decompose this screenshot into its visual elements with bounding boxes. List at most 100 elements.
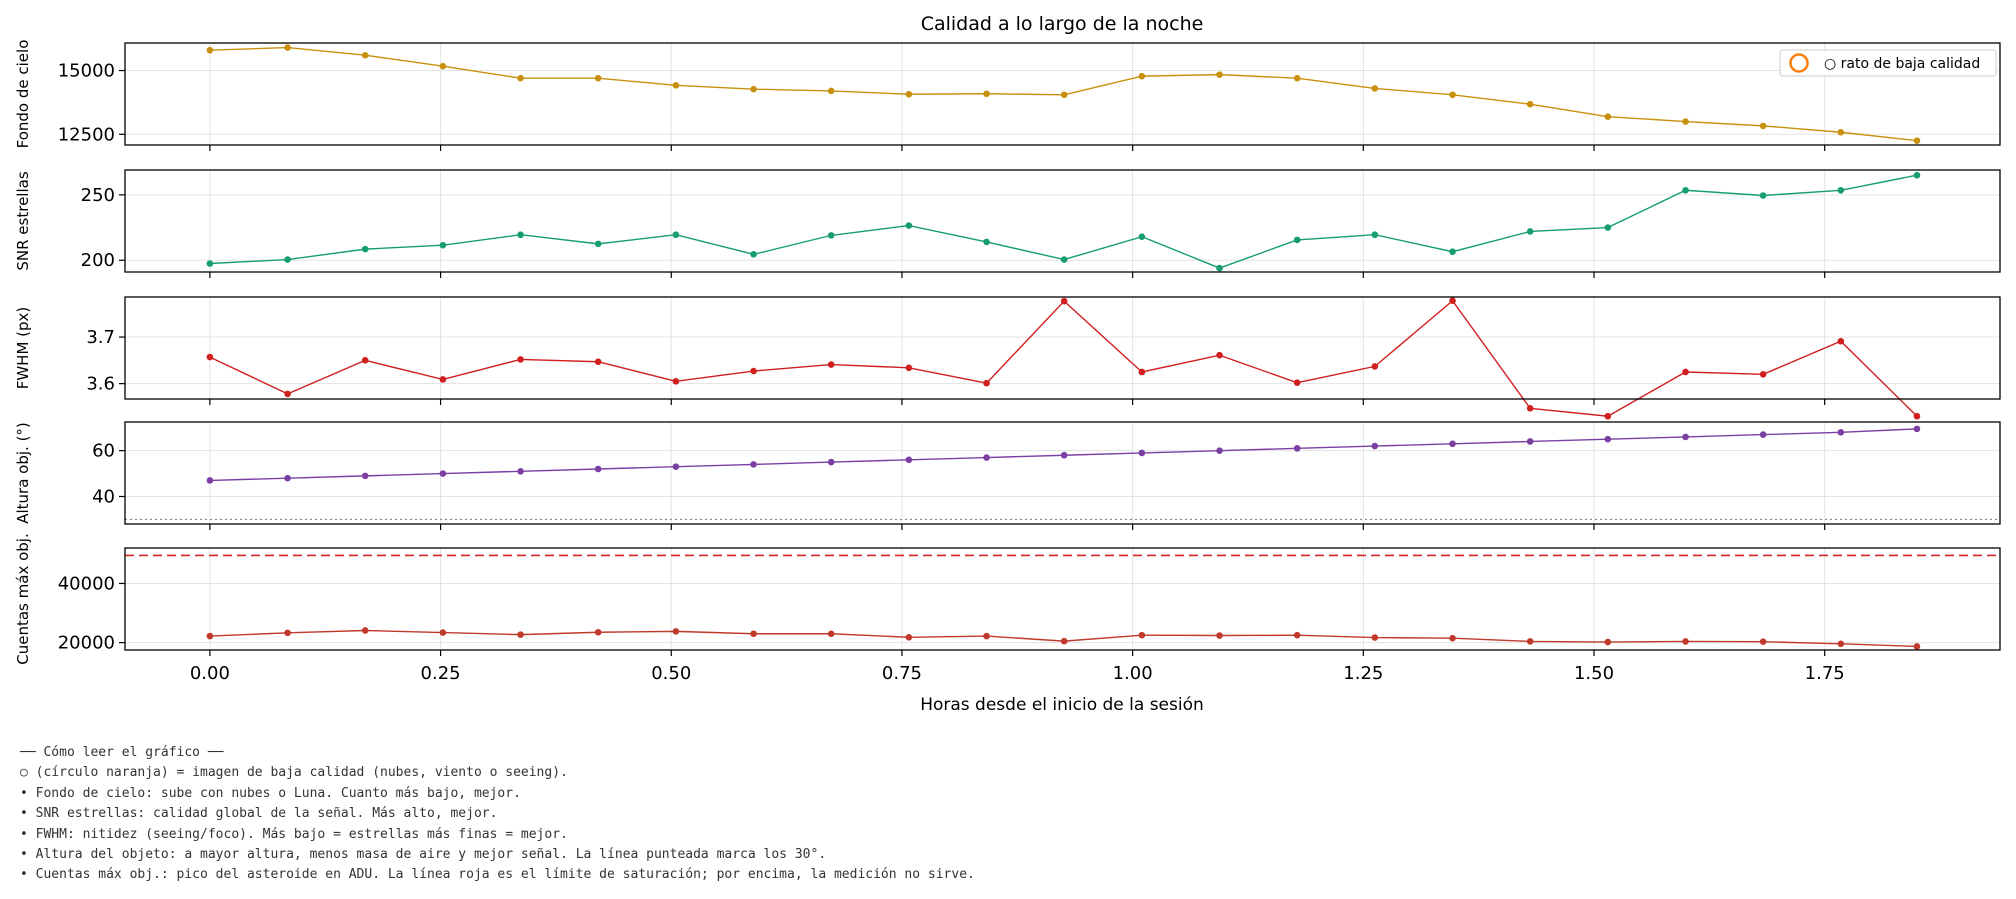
legend-label: ○ rato de baja calidad xyxy=(1824,56,1980,72)
data-point-fwhm-6 xyxy=(672,378,680,385)
data-point-fwhm-0 xyxy=(206,353,214,361)
data-point-altura-13 xyxy=(1216,447,1223,454)
data-point-cuentas-8 xyxy=(827,630,835,638)
x-tick-label-5: 1.25 xyxy=(1343,663,1383,684)
panel-frame-snr xyxy=(124,169,2001,273)
data-point-altura-15 xyxy=(1371,442,1379,450)
data-point-fondo-8 xyxy=(827,87,835,95)
data-point-fwhm-20 xyxy=(1759,371,1767,378)
data-point-snr-6 xyxy=(672,231,680,239)
chart-title: Calidad a lo largo de la noche xyxy=(921,13,1204,35)
data-point-altura-11 xyxy=(1060,451,1068,459)
data-point-fwhm-22 xyxy=(1913,412,1921,420)
data-point-fwhm-2 xyxy=(361,357,369,364)
y-tick-label-fwhm-0: 3.6 xyxy=(86,374,115,395)
data-point-altura-19 xyxy=(1682,433,1689,441)
panel-snr: 200 250 SNR estrellas xyxy=(14,169,2001,278)
data-point-fondo-0 xyxy=(206,46,214,54)
data-point-cuentas-15 xyxy=(1371,634,1379,641)
data-point-cuentas-22 xyxy=(1913,643,1921,650)
y-tick-label-snr-1: 250 xyxy=(81,185,115,206)
data-point-snr-1 xyxy=(284,256,291,263)
data-point-fwhm-3 xyxy=(439,376,447,383)
data-point-altura-16 xyxy=(1449,440,1456,448)
data-point-cuentas-0 xyxy=(206,632,214,640)
data-point-fondo-18 xyxy=(1604,113,1612,120)
legend-box xyxy=(1779,49,1997,77)
quality-chart: Calidad a lo largo de la noche 12500 1500… xyxy=(14,13,2001,715)
data-point-fondo-3 xyxy=(439,62,447,70)
data-point-altura-2 xyxy=(361,472,369,480)
data-point-fondo-11 xyxy=(1060,91,1068,99)
data-point-fwhm-14 xyxy=(1293,379,1301,386)
data-point-snr-0 xyxy=(206,260,214,267)
data-point-altura-17 xyxy=(1526,438,1534,445)
panel-frame-fondo xyxy=(124,42,2001,146)
data-point-fwhm-15 xyxy=(1371,363,1379,370)
y-tick-label-altura-1: 60 xyxy=(92,441,115,462)
data-point-fondo-13 xyxy=(1216,71,1223,78)
data-point-fwhm-11 xyxy=(1060,297,1068,305)
data-point-altura-7 xyxy=(750,461,757,468)
data-point-fwhm-8 xyxy=(827,361,835,368)
data-point-fondo-4 xyxy=(517,74,524,82)
reading-guide: ── Cómo leer el gráfico ── ○ (círculo nar… xyxy=(20,743,1980,886)
note-line-1: ○ (círculo naranja) = imagen de baja cal… xyxy=(20,765,568,781)
y-axis-label-altura: Altura obj. (°) xyxy=(14,422,32,524)
data-point-altura-20 xyxy=(1759,431,1767,438)
data-point-altura-12 xyxy=(1138,449,1146,457)
panel-fwhm: 3.6 3.7 FWHM (px) xyxy=(14,296,2001,420)
data-point-snr-22 xyxy=(1913,171,1921,179)
x-tick-label-4: 1.00 xyxy=(1113,663,1153,684)
data-point-fwhm-4 xyxy=(517,356,524,363)
data-point-snr-12 xyxy=(1138,233,1146,240)
x-tick-label-2: 0.50 xyxy=(651,663,691,684)
x-tick-label-3: 0.75 xyxy=(882,663,922,684)
panel-cuentas: 20000 40000 Cuentas máx obj. xyxy=(14,533,2001,665)
y-axis-label-snr: SNR estrellas xyxy=(14,171,32,270)
data-point-snr-3 xyxy=(439,241,447,249)
data-point-cuentas-12 xyxy=(1138,631,1146,639)
data-point-altura-6 xyxy=(672,463,680,470)
data-point-fwhm-10 xyxy=(983,379,990,387)
data-point-cuentas-13 xyxy=(1216,632,1223,639)
data-point-cuentas-2 xyxy=(361,627,369,634)
panel-frame-fwhm xyxy=(124,296,2001,400)
data-point-cuentas-9 xyxy=(905,633,913,641)
data-point-snr-18 xyxy=(1604,224,1612,231)
data-point-cuentas-6 xyxy=(672,628,680,635)
data-point-fwhm-1 xyxy=(284,390,291,398)
y-tick-label-altura-0: 40 xyxy=(92,486,115,507)
data-point-fondo-16 xyxy=(1449,91,1456,99)
y-tick-label-snr-0: 200 xyxy=(81,250,115,271)
data-point-altura-1 xyxy=(284,474,291,482)
note-line-2: • Fondo de cielo: sube con nubes o Luna.… xyxy=(20,785,521,801)
panel-frame-cuentas xyxy=(124,547,2001,651)
data-point-cuentas-18 xyxy=(1604,638,1612,646)
data-point-fwhm-9 xyxy=(905,364,913,372)
data-point-fondo-17 xyxy=(1526,100,1534,108)
x-tick-label-6: 1.50 xyxy=(1574,663,1614,684)
panel-frame-altura xyxy=(124,421,2001,525)
data-point-altura-9 xyxy=(905,456,913,464)
data-point-snr-16 xyxy=(1449,248,1456,256)
x-tick-label-1: 0.25 xyxy=(421,663,461,684)
data-point-fondo-21 xyxy=(1837,128,1845,136)
data-point-altura-8 xyxy=(827,458,835,466)
data-point-snr-8 xyxy=(827,232,835,239)
data-point-fwhm-13 xyxy=(1216,351,1223,359)
data-point-fondo-10 xyxy=(983,90,990,98)
y-tick-label-cuentas-0: 20000 xyxy=(58,633,115,654)
data-point-fwhm-19 xyxy=(1682,368,1689,376)
data-point-cuentas-1 xyxy=(284,629,291,637)
data-point-snr-20 xyxy=(1759,192,1767,199)
data-point-snr-5 xyxy=(594,240,602,248)
data-point-fondo-2 xyxy=(361,51,369,59)
data-point-snr-17 xyxy=(1526,228,1534,235)
data-point-cuentas-20 xyxy=(1759,638,1767,646)
panel-fondo: 12500 15000 Fondo de cielo xyxy=(14,40,2001,151)
data-point-fondo-6 xyxy=(672,82,680,89)
legend: ○ rato de baja calidad xyxy=(1779,49,1997,77)
data-point-snr-21 xyxy=(1837,186,1845,194)
data-point-snr-2 xyxy=(361,245,369,253)
